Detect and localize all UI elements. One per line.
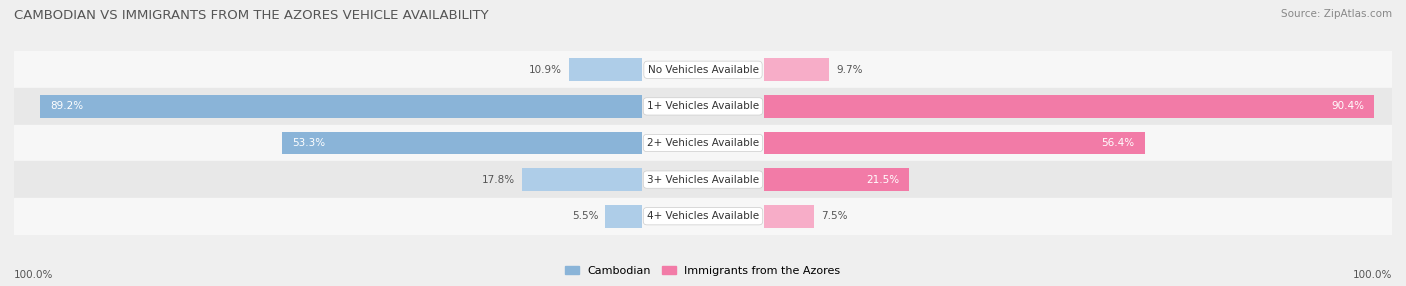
Text: 7.5%: 7.5% [821, 211, 848, 221]
Text: 10.9%: 10.9% [529, 65, 562, 75]
Text: Source: ZipAtlas.com: Source: ZipAtlas.com [1281, 9, 1392, 19]
Bar [14, 125, 1392, 161]
Text: 56.4%: 56.4% [1101, 138, 1135, 148]
Bar [568, 58, 643, 81]
Text: 9.7%: 9.7% [837, 65, 862, 75]
Bar [763, 95, 1375, 118]
Text: 17.8%: 17.8% [482, 175, 515, 184]
Text: 21.5%: 21.5% [866, 175, 898, 184]
Bar [763, 168, 910, 191]
Bar [763, 132, 1144, 154]
Bar [14, 51, 1392, 88]
Text: 89.2%: 89.2% [49, 102, 83, 111]
Bar [14, 198, 1392, 235]
Text: 4+ Vehicles Available: 4+ Vehicles Available [647, 211, 759, 221]
Text: 3+ Vehicles Available: 3+ Vehicles Available [647, 175, 759, 184]
Text: 100.0%: 100.0% [14, 270, 53, 280]
Text: 100.0%: 100.0% [1353, 270, 1392, 280]
Bar [522, 168, 643, 191]
Legend: Cambodian, Immigrants from the Azores: Cambodian, Immigrants from the Azores [561, 261, 845, 281]
Text: 53.3%: 53.3% [292, 138, 325, 148]
Bar [39, 95, 643, 118]
Bar [283, 132, 643, 154]
Text: 5.5%: 5.5% [572, 211, 599, 221]
Text: CAMBODIAN VS IMMIGRANTS FROM THE AZORES VEHICLE AVAILABILITY: CAMBODIAN VS IMMIGRANTS FROM THE AZORES … [14, 9, 489, 21]
Bar [763, 205, 814, 228]
Bar [605, 205, 643, 228]
Text: 1+ Vehicles Available: 1+ Vehicles Available [647, 102, 759, 111]
Text: No Vehicles Available: No Vehicles Available [648, 65, 758, 75]
Text: 90.4%: 90.4% [1331, 102, 1364, 111]
Text: 2+ Vehicles Available: 2+ Vehicles Available [647, 138, 759, 148]
Bar [763, 58, 830, 81]
Bar [14, 161, 1392, 198]
Bar [14, 88, 1392, 125]
